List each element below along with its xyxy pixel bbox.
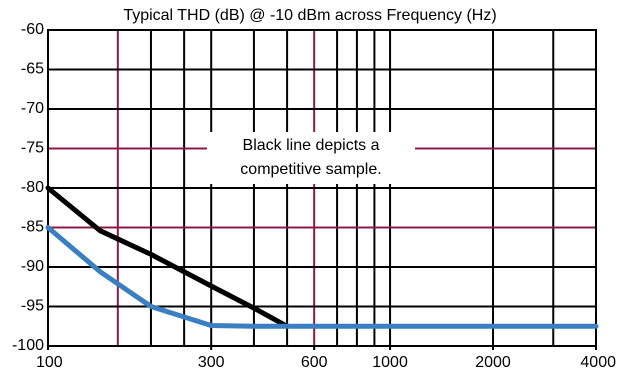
y-tick-label: -100 (12, 337, 44, 354)
x-tick-label: 600 (301, 354, 328, 371)
line (45, 185, 290, 329)
chart-title: Typical THD (dB) @ -10 dBm across Freque… (123, 7, 496, 24)
annotation-box (207, 132, 415, 184)
y-tick-label: -80 (21, 179, 44, 196)
y-tick-label: -70 (21, 100, 44, 117)
y-tick-label: -85 (21, 219, 44, 236)
y-tick-label: -75 (21, 140, 44, 157)
line (45, 225, 599, 329)
x-tick-label: 100 (36, 354, 63, 371)
x-tick-label: 2000 (475, 354, 511, 371)
y-tick-label: -60 (21, 21, 44, 38)
y-tick-label: -90 (21, 258, 44, 275)
annotation: competitive sample. (240, 161, 381, 178)
x-tick-label: 4000 (580, 354, 616, 371)
annotation: Black line depicts a (243, 137, 380, 154)
y-tick-label: -95 (21, 298, 44, 315)
x-tick-label: 1000 (372, 354, 408, 371)
x-tick-label: 300 (198, 354, 225, 371)
y-tick-label: -65 (21, 61, 44, 78)
